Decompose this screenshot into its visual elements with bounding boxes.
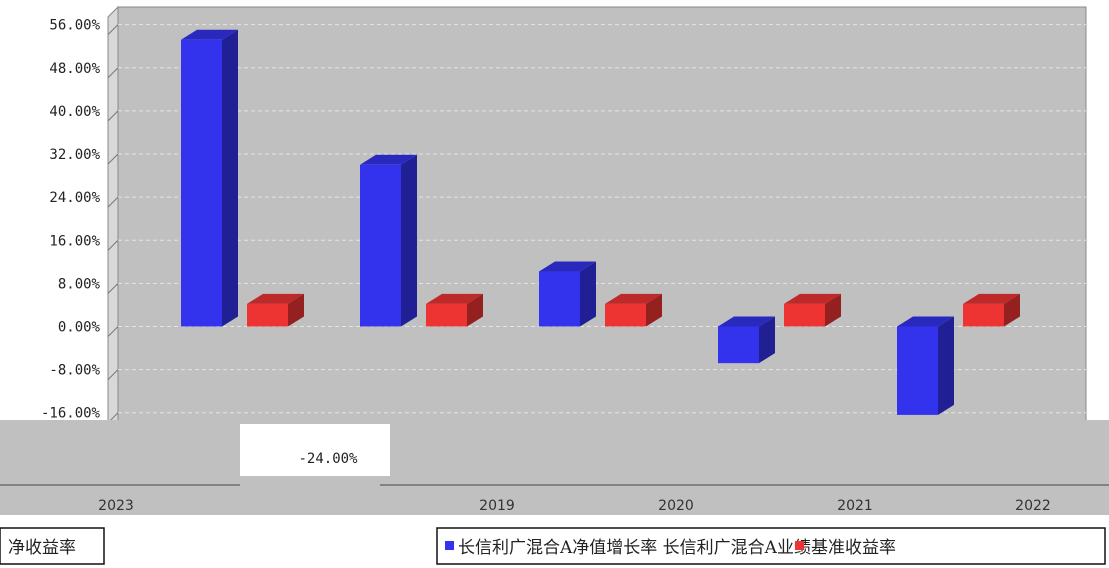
bar-benchmark-return-front (247, 303, 288, 327)
x-tick-label: 2022 (1015, 498, 1051, 514)
bar-net-value-growth (360, 154, 417, 327)
legend-swatch-blue (445, 541, 454, 550)
bar-net-value-growth-side (759, 316, 775, 364)
bar-benchmark-return-top (426, 293, 483, 304)
y-tick-label: 32.00% (49, 147, 100, 163)
bar-net-value-growth-top (181, 29, 238, 40)
y-tick-label: 40.00% (49, 104, 100, 120)
tick-mark (107, 369, 119, 380)
plot-side-wall (107, 5, 119, 439)
x-tick-label: 2020 (658, 498, 694, 514)
x-tick-label: 2019 (479, 498, 515, 514)
bar-net-value-growth-side (222, 29, 238, 327)
tick-mark (107, 326, 119, 337)
label-patch (240, 424, 390, 476)
bar-benchmark-return-side (288, 293, 304, 327)
legend-fragment-box (0, 527, 105, 565)
y-tick-label: -8.00% (49, 363, 100, 379)
bar-benchmark-return-front (963, 303, 1004, 327)
bar-net-value-growth (539, 261, 596, 327)
legend-fragment-text: 净收益率 (8, 538, 76, 558)
bar-net-value-growth-top (539, 261, 596, 272)
x-tick-label: 2023 (98, 498, 134, 514)
y-tick-label: 56.00% (49, 18, 100, 34)
tick-mark (107, 153, 119, 165)
bar-benchmark-return (247, 293, 304, 327)
bar-net-value-growth-side (401, 154, 417, 327)
y-tick-label: 24.00% (49, 190, 100, 206)
x-axis-band (0, 420, 1109, 515)
bar-net-value-growth-front (897, 326, 938, 415)
tick-mark (107, 67, 119, 79)
bar-benchmark-return-side (646, 293, 662, 327)
x-tick-label: 2021 (837, 498, 873, 514)
bar-net-value-growth-front (718, 326, 759, 364)
bar-net-value-growth-side (580, 261, 596, 327)
y-tick-label: 8.00% (58, 276, 101, 292)
bar-benchmark-return (784, 293, 841, 327)
bar-benchmark-return-front (426, 303, 467, 327)
bar-benchmark-return-front (605, 303, 646, 327)
tick-mark (107, 196, 119, 208)
tick-mark (107, 110, 119, 122)
bar-benchmark-return-front (784, 303, 825, 327)
bar-benchmark-return-side (467, 293, 483, 327)
y-tick-label: 0.00% (58, 320, 101, 336)
y-tick-label: -16.00% (41, 406, 101, 422)
y-tick-label: 48.00% (49, 61, 100, 77)
bar-net-value-growth-top (718, 316, 775, 327)
bar-net-value-growth-front (360, 164, 401, 327)
bar-net-value-growth-side (938, 316, 954, 415)
tick-mark (107, 283, 119, 294)
y-tick-label: -24.00% (298, 451, 358, 467)
bar-net-value-growth (718, 316, 775, 364)
legend-box (436, 527, 1106, 565)
bar-net-value-growth (897, 316, 954, 415)
bar-benchmark-return-top (605, 293, 662, 304)
bar-benchmark-return-side (1004, 293, 1020, 327)
tick-mark (107, 24, 119, 36)
bar-benchmark-return-top (963, 293, 1020, 304)
y-tick-label: 16.00% (49, 233, 100, 249)
tick-mark (107, 239, 119, 251)
bar-net-value-growth-top (360, 154, 417, 165)
bar-net-value-growth-top (897, 316, 954, 327)
bar-net-value-growth-front (539, 271, 580, 327)
bar-benchmark-return (963, 293, 1020, 327)
bar-benchmark-return (426, 293, 483, 327)
bar-benchmark-return-side (825, 293, 841, 327)
bar-net-value-growth (181, 29, 238, 327)
bar-net-value-growth-front (181, 39, 222, 327)
legend-text: 长信利广混合A净值增长率 长信利广混合A业绩基准收益率 (458, 538, 896, 558)
bar-benchmark-return (605, 293, 662, 327)
legend-swatch-red (795, 541, 804, 550)
bar-benchmark-return-top (247, 293, 304, 304)
bar-benchmark-return-top (784, 293, 841, 304)
